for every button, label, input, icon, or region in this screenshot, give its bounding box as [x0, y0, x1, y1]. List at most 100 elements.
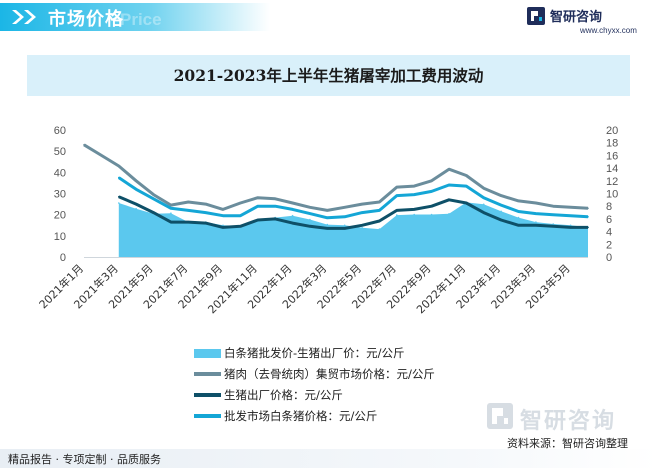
data-point [465, 174, 468, 177]
data-point [465, 185, 468, 187]
watermark: 智研咨询 [486, 402, 636, 434]
data-point [430, 180, 433, 182]
y-left-tick-label: 20 [54, 210, 66, 222]
data-point [587, 207, 589, 210]
data-point [135, 180, 137, 182]
y-left-tick-label: 30 [54, 189, 66, 201]
data-point [378, 201, 381, 203]
data-point [587, 226, 589, 229]
legend-label-carcass: 批发市场白条猪价格：元/公斤 [224, 409, 378, 423]
legend: 白条猪批发价-生猪出厂价：元/公斤 猪肉（去骨统肉）集贸市场价格：元/公斤 生猪… [194, 343, 524, 427]
data-point [291, 222, 294, 224]
data-point [413, 213, 416, 216]
data-point [239, 214, 242, 217]
y-right-tick-label: 10 [606, 189, 618, 201]
y-right-tick-label: 14 [606, 163, 618, 175]
chart: 0102030405060024681012141618202021年1月202… [36, 125, 618, 316]
data-point [239, 225, 242, 228]
y-right-tick-label: 16 [606, 150, 618, 162]
data-point [361, 203, 363, 205]
y-right-tick-label: 0 [606, 252, 612, 264]
data-point [343, 206, 346, 209]
y-right-tick-label: 2 [606, 239, 612, 251]
data-point [118, 165, 120, 167]
data-point [430, 205, 433, 207]
legend-swatch-area [194, 349, 221, 358]
y-left-tick-label: 10 [54, 231, 66, 243]
data-point [517, 200, 520, 202]
data-point [152, 193, 155, 196]
data-point [118, 195, 120, 198]
data-point [482, 203, 485, 206]
data-point [204, 203, 207, 205]
data-point [587, 216, 589, 218]
footer-tagline: 精品报告 · 专项定制 · 品质服务 [8, 453, 161, 466]
data-point [552, 205, 554, 207]
data-point [361, 211, 363, 214]
legend-label-area: 白条猪批发价-生猪出厂价：元/公斤 [224, 346, 405, 360]
y-left-tick-label: 40 [54, 167, 66, 179]
data-point [396, 194, 398, 197]
y-left-tick-label: 60 [54, 125, 66, 137]
data-point [100, 154, 103, 157]
data-point [517, 216, 520, 219]
data-point [170, 204, 172, 206]
watermark-logo-icon [487, 403, 513, 429]
data-point [482, 187, 485, 189]
data-point [326, 209, 329, 212]
data-point [465, 202, 468, 204]
data-point [222, 224, 224, 227]
data-point [430, 190, 433, 193]
data-point [152, 198, 155, 200]
data-point [152, 211, 155, 214]
data-point [413, 193, 416, 196]
series-line [118, 195, 588, 230]
data-point [361, 224, 363, 227]
data-point [413, 185, 416, 187]
data-point [291, 214, 294, 217]
data-point [448, 168, 450, 170]
data-point [569, 214, 572, 217]
brand-name: 智研咨询 [550, 10, 603, 25]
data-point [204, 211, 207, 214]
data-point [378, 220, 381, 222]
legend-label-pig: 生猪出厂价格：元/公斤 [224, 388, 343, 402]
header-band [0, 3, 270, 31]
data-point [291, 202, 294, 204]
data-point [170, 221, 172, 223]
data-point [535, 212, 537, 215]
data-point [343, 224, 346, 227]
brand-logo-icon [527, 7, 545, 25]
data-point [257, 196, 259, 199]
data-point [569, 206, 572, 209]
series-area [118, 202, 589, 257]
data-point [187, 221, 190, 223]
data-point [552, 223, 554, 225]
y-right-tick-label: 8 [606, 201, 612, 213]
data-point [309, 212, 311, 215]
data-point [482, 196, 485, 199]
data-point [396, 209, 398, 212]
data-point [569, 226, 572, 229]
data-point [343, 227, 346, 230]
legend-line-carcass [194, 414, 221, 418]
watermark-text: 智研咨询 [520, 409, 617, 434]
data-point [118, 202, 120, 204]
brand-url: www.chyxx.com [580, 26, 637, 35]
legend-item-carcass: 批发市场白条猪价格：元/公斤 [194, 406, 524, 427]
data-point [274, 198, 277, 200]
data-point [257, 219, 259, 221]
data-point [552, 213, 554, 216]
data-point [517, 224, 520, 227]
data-point [326, 227, 329, 230]
data-point [378, 209, 381, 212]
data-point [396, 214, 398, 216]
data-point [500, 219, 502, 221]
data-point [274, 205, 277, 207]
data-point [343, 216, 346, 218]
data-point [535, 221, 537, 223]
y-right-tick-label: 20 [606, 125, 618, 137]
data-point [222, 214, 224, 217]
series-line [83, 143, 589, 212]
data-point [291, 208, 294, 211]
